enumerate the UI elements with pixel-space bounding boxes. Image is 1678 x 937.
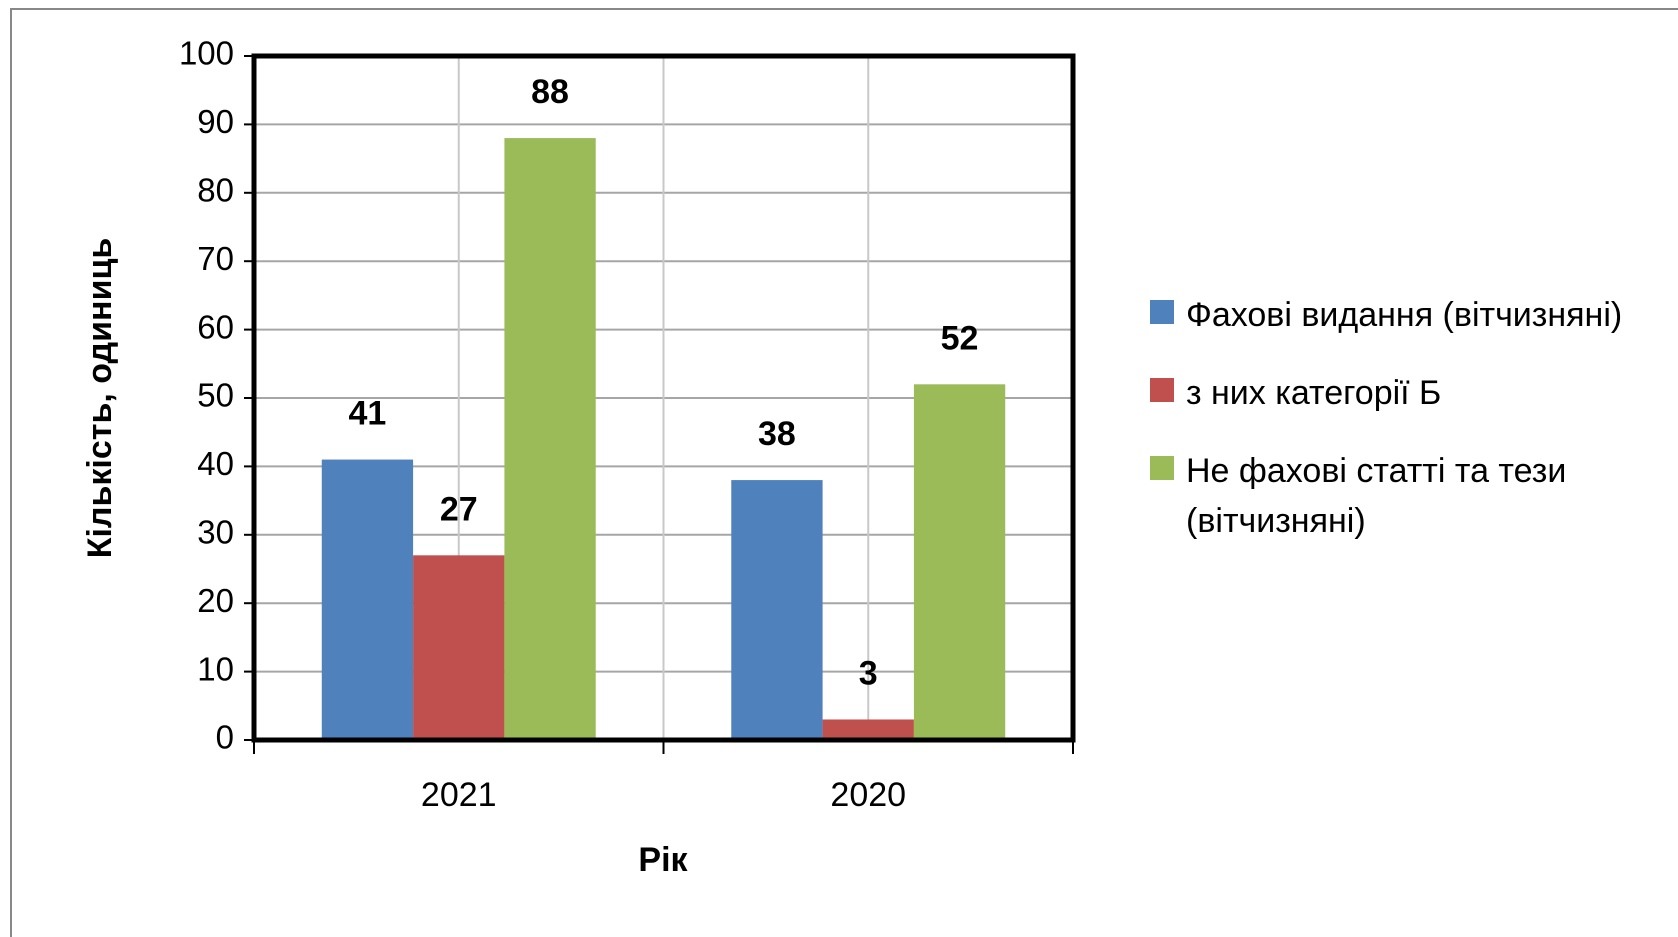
bar: [913, 384, 1006, 740]
y-tick-label: 0: [216, 719, 234, 756]
value-label: 88: [531, 73, 569, 111]
chart-frame: [10, 8, 1678, 937]
legend: Фахові видання (вітчизняні) з них категор…: [1150, 290, 1650, 574]
legend-swatch: [1150, 300, 1174, 324]
y-tick-label: 50: [197, 377, 234, 414]
value-label: 41: [349, 395, 387, 433]
x-tick-label: 2020: [830, 776, 906, 814]
y-tick-label: 10: [197, 650, 234, 687]
legend-label: Не фахові статті та тези (вітчизняні): [1186, 452, 1567, 540]
value-label: 27: [440, 490, 478, 528]
legend-swatch: [1150, 456, 1174, 480]
value-label: 38: [758, 415, 796, 453]
x-axis-label: Рік: [638, 841, 688, 879]
y-tick-label: 80: [197, 172, 234, 209]
x-tick-label: 2021: [421, 776, 497, 814]
y-tick-label: 60: [197, 308, 234, 345]
bar: [731, 480, 823, 740]
legend-item: Не фахові статті та тези (вітчизняні): [1150, 446, 1650, 546]
legend-label: Фахові видання (вітчизняні): [1186, 296, 1623, 334]
y-tick-label: 90: [197, 103, 234, 140]
y-axis-label: Кількість, одиниць: [81, 238, 119, 559]
y-tick-label: 20: [197, 582, 234, 619]
y-tick-label: 100: [179, 35, 234, 72]
y-tick-label: 70: [197, 240, 234, 277]
legend-item: Фахові видання (вітчизняні): [1150, 290, 1650, 340]
value-label: 52: [941, 319, 979, 357]
legend-item: з них категорії Б: [1150, 368, 1650, 418]
value-label: 3: [859, 654, 878, 692]
legend-swatch: [1150, 378, 1174, 402]
plot-frame: [251, 53, 1076, 743]
bar: [413, 555, 505, 740]
legend-label: з них категорії Б: [1186, 374, 1442, 412]
bar: [321, 459, 414, 740]
bar: [822, 719, 914, 740]
y-tick-label: 30: [197, 514, 234, 551]
y-tick-label: 40: [197, 445, 234, 482]
bar: [504, 138, 596, 740]
